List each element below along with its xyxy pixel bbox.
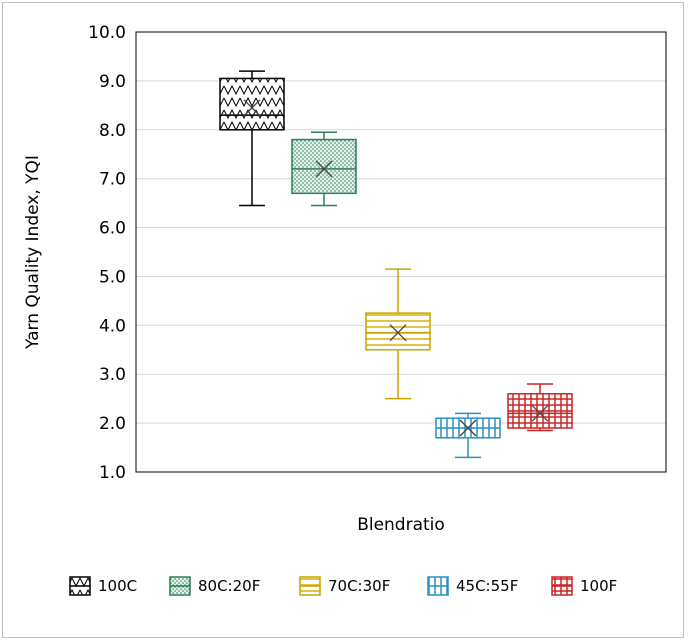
- mean-marker: [243, 99, 261, 117]
- mean-marker: [459, 419, 477, 437]
- box-100c: [219, 70, 285, 207]
- legend-label: 100F: [580, 577, 617, 595]
- y-tick-label: 4.0: [99, 316, 126, 336]
- legend-item-100c: 100C: [69, 576, 137, 596]
- legend-item-45c-55f: 45C:55F: [427, 576, 518, 596]
- y-tick-label: 6.0: [99, 219, 126, 239]
- y-axis-title: Yarn Quality Index, YQI: [23, 155, 43, 350]
- y-tick-label: 9.0: [99, 72, 126, 92]
- boxes: [219, 70, 573, 459]
- legend-label: 45C:55F: [456, 577, 518, 595]
- x-axis-title: Blendratio: [357, 515, 445, 535]
- legend-item-100f: 100F: [551, 576, 617, 596]
- gridlines: [136, 31, 666, 473]
- box-45c-55f: [435, 412, 501, 459]
- box-70c-30f: [365, 268, 431, 400]
- legend-item-80c-20f: 80C:20F: [169, 576, 260, 596]
- legend-label: 80C:20F: [198, 577, 260, 595]
- y-tick-label: 10.0: [88, 23, 126, 43]
- box-iqr: [507, 393, 573, 429]
- mean-marker: [389, 324, 407, 342]
- box-iqr: [365, 312, 431, 351]
- y-axis-ticks: 1.0 2.0 3.0 4.0 5.0 6.0 7.0 8.0 9.0 10.0: [88, 23, 126, 483]
- mean-marker: [531, 404, 549, 422]
- mean-marker: [315, 160, 333, 178]
- legend-label: 100C: [98, 577, 137, 595]
- legend: 100C 80C:20F 70C:30F 45C:55F 100F: [69, 576, 617, 596]
- y-tick-label: 5.0: [99, 267, 126, 287]
- legend-item-70c-30f: 70C:30F: [299, 576, 390, 596]
- box-iqr: [219, 77, 285, 131]
- box-80c-20f: [291, 131, 357, 207]
- legend-label: 70C:30F: [328, 577, 390, 595]
- y-tick-label: 7.0: [99, 170, 126, 190]
- y-tick-label: 2.0: [99, 414, 126, 434]
- plot-area-border: [135, 31, 667, 473]
- box-100f: [507, 383, 573, 432]
- y-tick-label: 1.0: [99, 463, 126, 483]
- y-tick-label: 3.0: [99, 365, 126, 385]
- y-tick-label: 8.0: [99, 121, 126, 141]
- box-iqr: [291, 138, 357, 195]
